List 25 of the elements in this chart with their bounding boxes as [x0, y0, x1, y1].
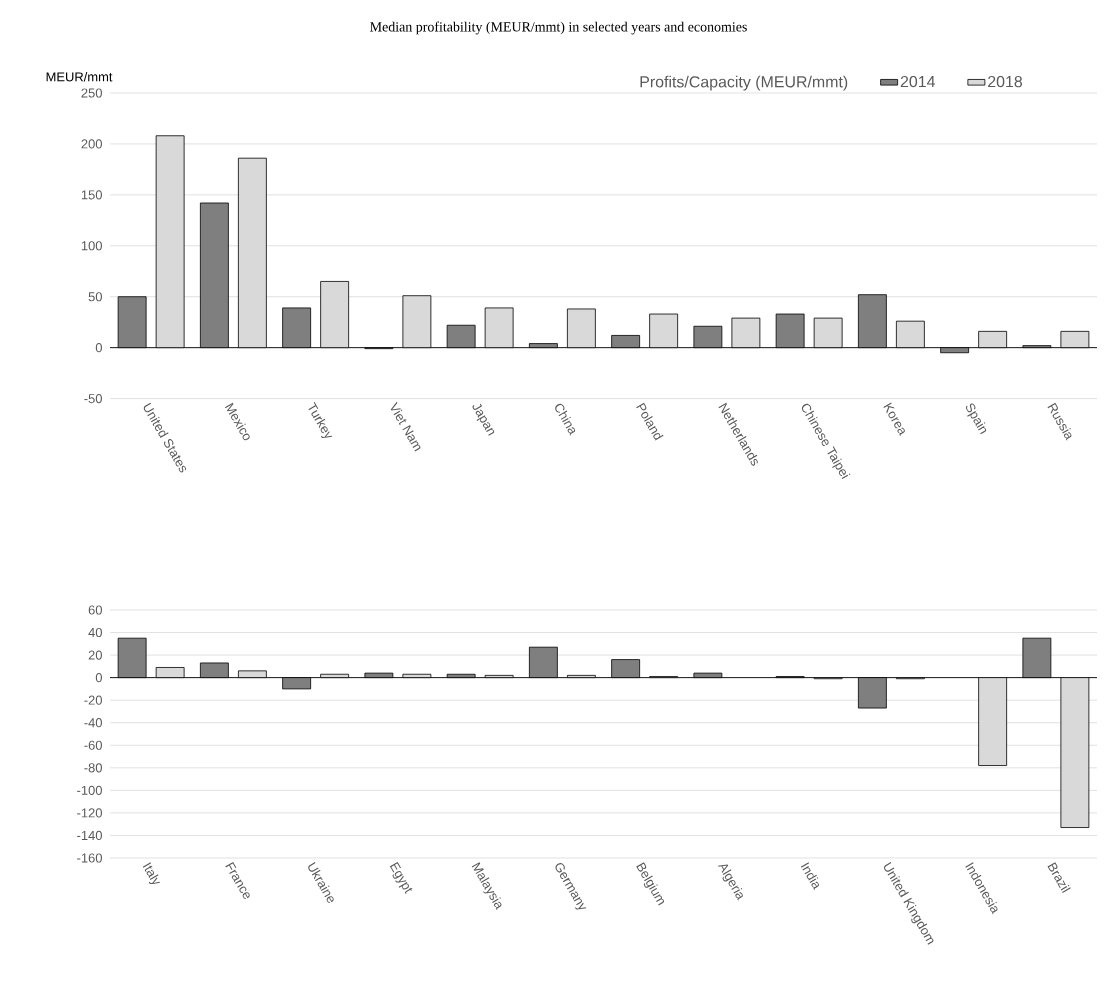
chart-title: Median profitability (MEUR/mmt) in selected years and economies: [370, 21, 747, 35]
y-tick-label: -100: [77, 785, 102, 795]
legend-label: 2014: [900, 75, 935, 88]
y-tick-label: -120: [77, 808, 102, 818]
y-tick-label: 40: [88, 627, 102, 638]
y-tick-label: 0: [95, 673, 102, 683]
legend-label: 2018: [988, 75, 1023, 88]
y-tick-label: -20: [84, 695, 102, 705]
y-tick-label: -160: [77, 853, 102, 863]
x-tick-label: Italy: [142, 862, 160, 885]
y-tick-label: -50: [84, 393, 102, 404]
y-tick-label: 150: [81, 190, 102, 200]
y-tick-label: 50: [88, 292, 102, 302]
y-tick-label: 20: [88, 650, 102, 660]
y-tick-label: -60: [84, 740, 102, 750]
y-tick-label: 250: [81, 88, 102, 98]
y-tick-label: -80: [84, 763, 102, 773]
legend-title: Profits/Capacity (MEUR/mmt): [640, 75, 848, 91]
y-tick-label: 60: [88, 605, 102, 615]
y-tick-label: 200: [81, 139, 102, 149]
y-tick-label: -140: [77, 830, 102, 841]
y-tick-label: -40: [84, 718, 102, 728]
y-axis-title: MEUR/mmt: [46, 71, 113, 82]
y-tick-label: 100: [81, 241, 102, 251]
y-tick-label: 0: [95, 343, 102, 353]
